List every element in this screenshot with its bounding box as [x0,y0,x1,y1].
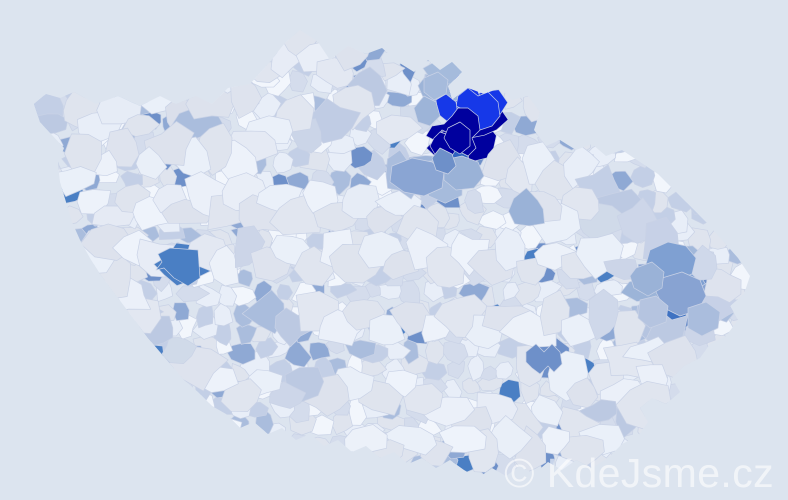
map-region[interactable] [508,187,545,227]
map-region[interactable] [226,343,256,365]
map-region[interactable] [175,285,210,302]
region-moravia-cluster-4[interactable] [687,301,721,337]
region-moravia-cluster-3[interactable] [629,261,665,297]
region-moravia-cluster-5[interactable] [637,295,669,329]
map-region[interactable] [464,189,484,214]
map-region[interactable] [396,280,421,306]
map-region[interactable] [172,302,190,321]
map-region[interactable] [382,91,413,108]
map-region[interactable] [462,377,481,394]
map-region[interactable] [255,337,279,359]
map-region[interactable] [276,283,293,301]
map-region[interactable] [64,133,102,177]
map-region[interactable] [368,314,406,346]
hotspot-layer[interactable] [155,71,721,375]
map-region[interactable] [161,337,198,364]
map-region[interactable] [447,360,466,380]
map-region[interactable] [195,303,214,329]
map-region[interactable] [287,70,308,93]
region-northeast-mid-5[interactable] [413,95,441,127]
map-region[interactable] [135,146,168,180]
region-northeast-darkest-3[interactable] [443,121,471,155]
district-layer[interactable] [14,26,756,485]
map-region[interactable] [486,415,533,460]
map-region[interactable] [376,114,423,145]
map-region[interactable] [467,354,485,382]
map-region[interactable] [284,339,312,368]
map-region[interactable] [235,323,258,345]
map-region[interactable] [494,227,526,272]
region-northeast-mid-1[interactable] [389,157,445,197]
map-region[interactable] [272,151,294,174]
region-west-central-triangle[interactable] [155,247,201,287]
region-south-central-patch[interactable] [525,343,563,375]
map-region[interactable] [588,288,620,341]
region-northeast-mid-4[interactable] [423,71,449,101]
map-region[interactable] [603,258,638,280]
region-northeast-mid-3[interactable] [431,147,457,175]
map-region[interactable] [218,284,238,307]
map-region[interactable] [121,114,161,137]
map-region[interactable] [450,232,490,277]
map-region[interactable] [425,338,445,365]
map-region[interactable] [502,281,520,301]
map-region[interactable] [630,164,656,188]
map-region[interactable] [530,394,564,427]
map-region[interactable] [309,341,331,361]
map-region[interactable] [561,313,606,347]
